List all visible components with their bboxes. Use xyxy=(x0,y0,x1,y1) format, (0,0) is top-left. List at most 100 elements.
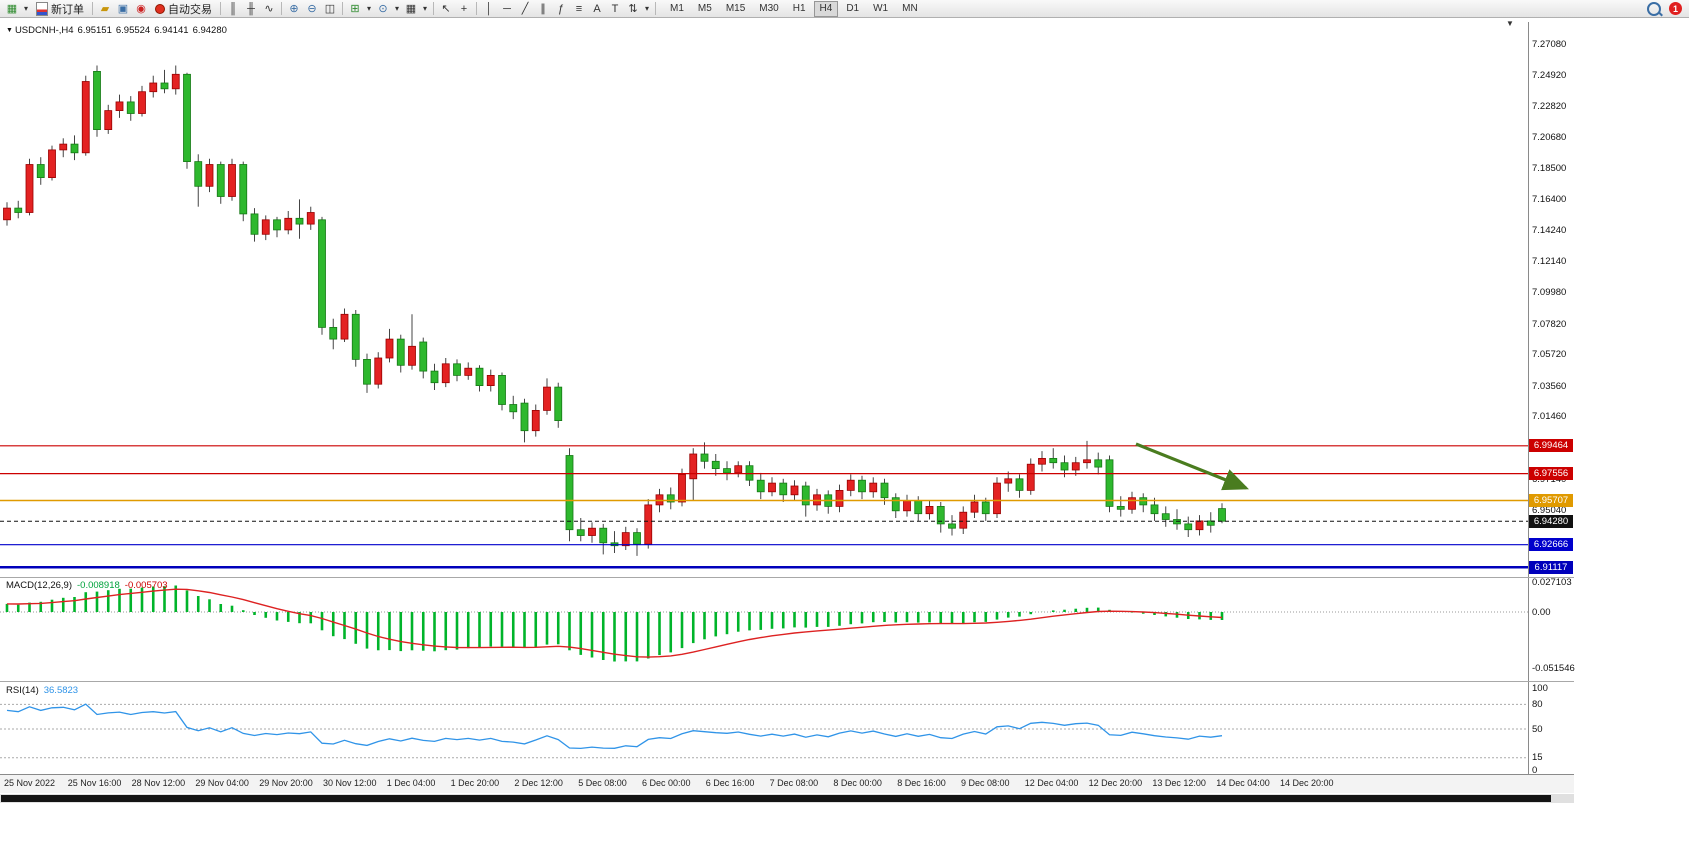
scrollbar-thumb[interactable] xyxy=(1,795,1551,802)
arrows-dropdown-icon[interactable]: ▾ xyxy=(644,4,649,13)
timeframe-M5[interactable]: M5 xyxy=(697,3,712,14)
timeframe-M30[interactable]: M30 xyxy=(759,3,779,14)
arrows-tool-icon[interactable]: ⇅ xyxy=(628,3,638,15)
indicators-dropdown-icon[interactable]: ▾ xyxy=(366,4,371,13)
vertical-line-icon[interactable]: │ xyxy=(485,2,493,15)
macd-indicator-label: MACD(12,26,9) -0.008918 -0.005703 xyxy=(6,580,173,591)
chart-scrollbar[interactable] xyxy=(0,794,1574,803)
zoom-in-icon[interactable]: ⊕ xyxy=(289,3,299,15)
fibo-lines-icon[interactable]: ≡ xyxy=(575,2,583,15)
label-tool-icon[interactable]: T xyxy=(611,2,619,15)
time-axis-label: 25 Nov 2022 xyxy=(4,778,56,788)
search-icon[interactable] xyxy=(1647,1,1661,16)
time-axis-label: 5 Dec 08:00 xyxy=(578,778,627,788)
price-badge: 6.94280 xyxy=(1529,514,1573,528)
timeframe-H1[interactable]: H1 xyxy=(792,3,806,14)
rsi-axis-label: 100 xyxy=(1532,682,1548,694)
chart-plot[interactable] xyxy=(0,18,1574,792)
candlestick-series xyxy=(3,65,1226,556)
toolbar-separator xyxy=(92,2,93,15)
templates-dropdown-icon[interactable]: ▾ xyxy=(422,4,427,13)
timeframe-M1[interactable]: M1 xyxy=(670,3,684,14)
trend-annotation-arrow[interactable] xyxy=(1135,442,1249,491)
price-badge: 6.95707 xyxy=(1529,494,1573,507)
rsi-axis-label: 15 xyxy=(1532,752,1543,764)
macd-axis-label: 0.027103 xyxy=(1532,576,1572,588)
horizontal-levels[interactable] xyxy=(0,445,1528,569)
macd-axis-label: -0.051546 xyxy=(1532,663,1575,675)
time-axis-label: 12 Dec 20:00 xyxy=(1088,778,1143,788)
bar-chart-icon[interactable]: ║ xyxy=(229,2,237,15)
auto-trading-button[interactable]: 自动交易 xyxy=(150,1,217,16)
time-axis[interactable]: 25 Nov 2022 25 Nov 16:00 28 Nov 12:00 29 No… xyxy=(0,774,1574,793)
toolbar-separator xyxy=(342,2,343,15)
chart-shift-marker[interactable]: ▼ xyxy=(1506,19,1514,28)
rsi-axis-label: 0 xyxy=(1532,764,1538,776)
chart-window[interactable]: ▼ USDCNH-,H4 6.95151 6.95524 6.94141 6.94280 … xyxy=(0,18,1689,858)
toolbar-separator xyxy=(476,2,477,15)
metaeditor-icon[interactable]: ▰ xyxy=(100,3,110,15)
collapse-icon[interactable]: ▼ xyxy=(6,27,13,34)
new-chart-dropdown-icon[interactable]: ▾ xyxy=(23,4,28,13)
time-axis-label: 30 Nov 12:00 xyxy=(323,778,377,788)
new-chart-icon[interactable]: ▦ xyxy=(6,3,18,15)
indicators-icon[interactable]: ⊞ xyxy=(350,3,360,15)
price-axis-label: 7.01460 xyxy=(1532,411,1567,423)
price-axis-label: 7.09980 xyxy=(1532,287,1567,299)
time-axis-label: 28 Nov 12:00 xyxy=(131,778,186,788)
sound-icon[interactable]: ◉ xyxy=(136,3,146,15)
panel-separator[interactable] xyxy=(0,681,1574,682)
line-chart-icon[interactable]: ∿ xyxy=(264,3,274,15)
chart-ohlc-readout: ▼ USDCNH-,H4 6.95151 6.95524 6.94141 6.94280 xyxy=(6,25,231,36)
symbol-period-label: USDCNH-,H4 xyxy=(14,25,74,36)
high-value: 6.95524 xyxy=(115,25,151,36)
candlestick-chart-icon[interactable]: ╫ xyxy=(247,2,255,15)
rsi-indicator-label: RSI(14) 36.5823 xyxy=(6,685,83,696)
close-value: 6.94280 xyxy=(192,25,227,36)
price-axis-label: 7.20680 xyxy=(1532,131,1567,143)
timeframe-MN[interactable]: MN xyxy=(902,3,918,14)
macd-main-value: -0.008918 xyxy=(77,580,120,591)
timeframe-H4[interactable]: H4 xyxy=(813,0,839,17)
crosshair-icon[interactable]: + xyxy=(460,2,468,15)
timeframe-W1[interactable]: W1 xyxy=(873,3,889,14)
rsi-name: RSI(14) xyxy=(6,685,39,696)
price-axis-label: 7.22820 xyxy=(1532,100,1567,112)
new-order-button[interactable]: 新订单 xyxy=(31,1,89,16)
macd-signal-line xyxy=(6,588,1223,658)
templates-icon[interactable]: ▦ xyxy=(405,3,417,15)
price-axis-label: 7.05720 xyxy=(1532,349,1567,361)
text-tool-icon[interactable]: A xyxy=(593,2,601,15)
time-axis-label: 29 Nov 04:00 xyxy=(195,778,249,788)
time-axis-label: 14 Dec 20:00 xyxy=(1280,778,1334,788)
cursor-icon[interactable]: ↖ xyxy=(441,3,451,15)
timeframe-bar: M1 M5 M15 M30 H1 H4 D1 W1 MN xyxy=(663,0,925,17)
time-axis-label: 9 Dec 08:00 xyxy=(961,778,1010,788)
time-axis-label: 8 Dec 00:00 xyxy=(833,778,882,788)
time-axis-label: 25 Nov 16:00 xyxy=(67,778,122,788)
panel-separator[interactable] xyxy=(0,577,1574,578)
zoom-out-icon[interactable]: ⊖ xyxy=(307,3,317,15)
price-axis-label: 7.24920 xyxy=(1532,69,1567,81)
notification-badge[interactable]: 1 xyxy=(1669,2,1682,15)
data-window-icon[interactable]: ▣ xyxy=(117,3,129,15)
low-value: 6.94141 xyxy=(154,25,189,36)
trendline-icon[interactable]: ╱ xyxy=(521,3,529,15)
macd-axis-label: 0.00 xyxy=(1532,606,1551,618)
time-axis-label: 6 Dec 00:00 xyxy=(642,778,691,788)
time-axis-label: 8 Dec 16:00 xyxy=(897,778,946,788)
price-badge: 6.97556 xyxy=(1529,467,1573,481)
macd-histogram xyxy=(5,585,1224,662)
fibonacci-icon[interactable]: ƒ xyxy=(557,2,565,15)
equidistant-channel-icon[interactable]: ∥ xyxy=(540,3,546,15)
time-axis-label: 29 Nov 20:00 xyxy=(259,778,313,788)
tile-windows-icon[interactable]: ◫ xyxy=(324,3,336,15)
rsi-axis-label: 80 xyxy=(1532,698,1543,710)
rsi-value: 36.5823 xyxy=(43,685,79,696)
timeframe-M15[interactable]: M15 xyxy=(725,3,746,14)
timeframe-D1[interactable]: D1 xyxy=(846,3,860,14)
price-axis-label: 7.12140 xyxy=(1532,255,1567,267)
periods-icon[interactable]: ⊙ xyxy=(378,3,388,15)
periods-dropdown-icon[interactable]: ▾ xyxy=(394,4,399,13)
horizontal-line-icon[interactable]: ─ xyxy=(503,2,511,15)
